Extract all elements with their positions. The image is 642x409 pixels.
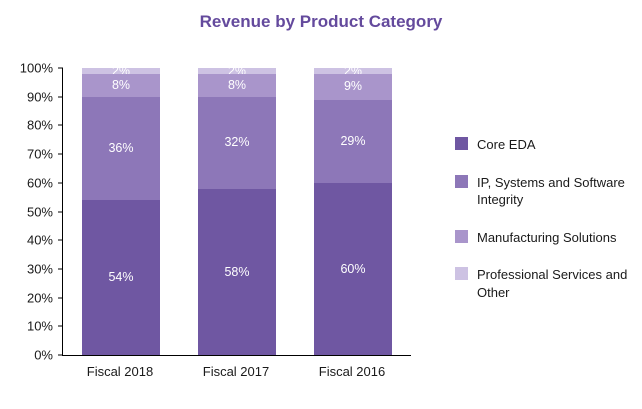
bar-segment: 9% (314, 73, 392, 100)
y-tick-mark (58, 67, 63, 69)
data-label: 32% (224, 135, 250, 150)
y-tick-label: 30% (26, 261, 53, 277)
chart-title: Revenue by Product Category (199, 12, 443, 31)
x-axis-labels: Fiscal 2018 Fiscal 2017 Fiscal 2016 (62, 364, 410, 379)
y-tick-label: 0% (34, 347, 53, 363)
bar-segment: 32% (198, 96, 276, 189)
y-tick-mark (58, 96, 63, 98)
bar-segment: 36% (82, 96, 160, 201)
data-label: 58% (224, 264, 250, 279)
legend-item: IP, Systems and Software Integrity (455, 174, 630, 209)
legend-swatch (455, 174, 468, 188)
stacked-bar: 60% 29% 9% 2% (314, 65, 392, 355)
bar-segment: 58% (198, 188, 276, 355)
y-tick-mark (58, 354, 63, 356)
y-tick-mark (58, 124, 63, 126)
data-label: 2% (343, 63, 363, 78)
data-label: 8% (227, 77, 247, 92)
y-tick-label: 80% (26, 117, 53, 133)
y-tick-label: 70% (26, 146, 53, 162)
legend-label: Professional Services and Other (477, 267, 628, 300)
bar-segment: 8% (198, 73, 276, 97)
y-tick-label: 20% (26, 290, 53, 306)
y-tick-label: 100% (19, 60, 53, 76)
bar-segment: 2% (198, 65, 276, 77)
legend: Core EDA IP, Systems and Software Integri… (455, 136, 630, 301)
legend-item: Manufacturing Solutions (455, 229, 630, 247)
data-label: 2% (227, 63, 247, 78)
legend-item: Professional Services and Other (455, 266, 630, 301)
x-tick-label: Fiscal 2018 (86, 364, 154, 379)
y-tick-label: 50% (26, 204, 53, 219)
data-label: 29% (340, 133, 366, 148)
y-tick-mark (58, 325, 63, 327)
data-label: 60% (340, 261, 366, 276)
legend-swatch (455, 267, 468, 281)
data-label: 2% (111, 63, 131, 78)
data-label: 54% (108, 270, 134, 285)
legend-label: Core EDA (477, 137, 536, 152)
legend-swatch (455, 137, 468, 150)
bar-segment: 2% (82, 65, 160, 77)
y-tick-label: 90% (26, 89, 53, 105)
y-tick-mark (58, 297, 63, 299)
y-tick-mark (58, 239, 63, 241)
legend-label: IP, Systems and Software Integrity (477, 174, 625, 208)
stacked-bar: 54% 36% 8% 2% (82, 65, 160, 355)
bar-segment: 8% (82, 73, 160, 97)
stacked-bar: 58% 32% 8% 2% (198, 65, 276, 355)
bar-segment: 29% (314, 99, 392, 183)
plot-area: 0% 10% 20% 30% 40% 50% 60% 70% 80% 90% 100% 54% 36%… (20, 61, 411, 363)
y-tick-mark (58, 182, 63, 184)
y-tick-mark (58, 153, 63, 155)
y-tick-mark (58, 268, 63, 270)
y-tick-label: 10% (26, 318, 53, 334)
bar-segment: 54% (82, 200, 160, 355)
bar-segment: 60% (314, 182, 392, 355)
x-tick-label: Fiscal 2017 (202, 364, 270, 379)
data-label: 9% (343, 79, 363, 94)
data-label: 36% (108, 141, 134, 156)
x-tick-label: Fiscal 2016 (318, 364, 386, 379)
legend-label: Manufacturing Solutions (477, 229, 617, 245)
y-tick-mark (58, 211, 63, 212)
data-label: 8% (111, 77, 131, 92)
bars-container: 54% 36% 8% 2% 58% 32% 8% 2% 60% 29% 9% 2% (63, 65, 411, 355)
bar-segment: 2% (314, 65, 392, 77)
y-tick-label: 60% (26, 175, 53, 191)
y-tick-label: 40% (26, 232, 53, 248)
legend-item: Core EDA (455, 136, 630, 154)
legend-swatch (455, 229, 468, 243)
